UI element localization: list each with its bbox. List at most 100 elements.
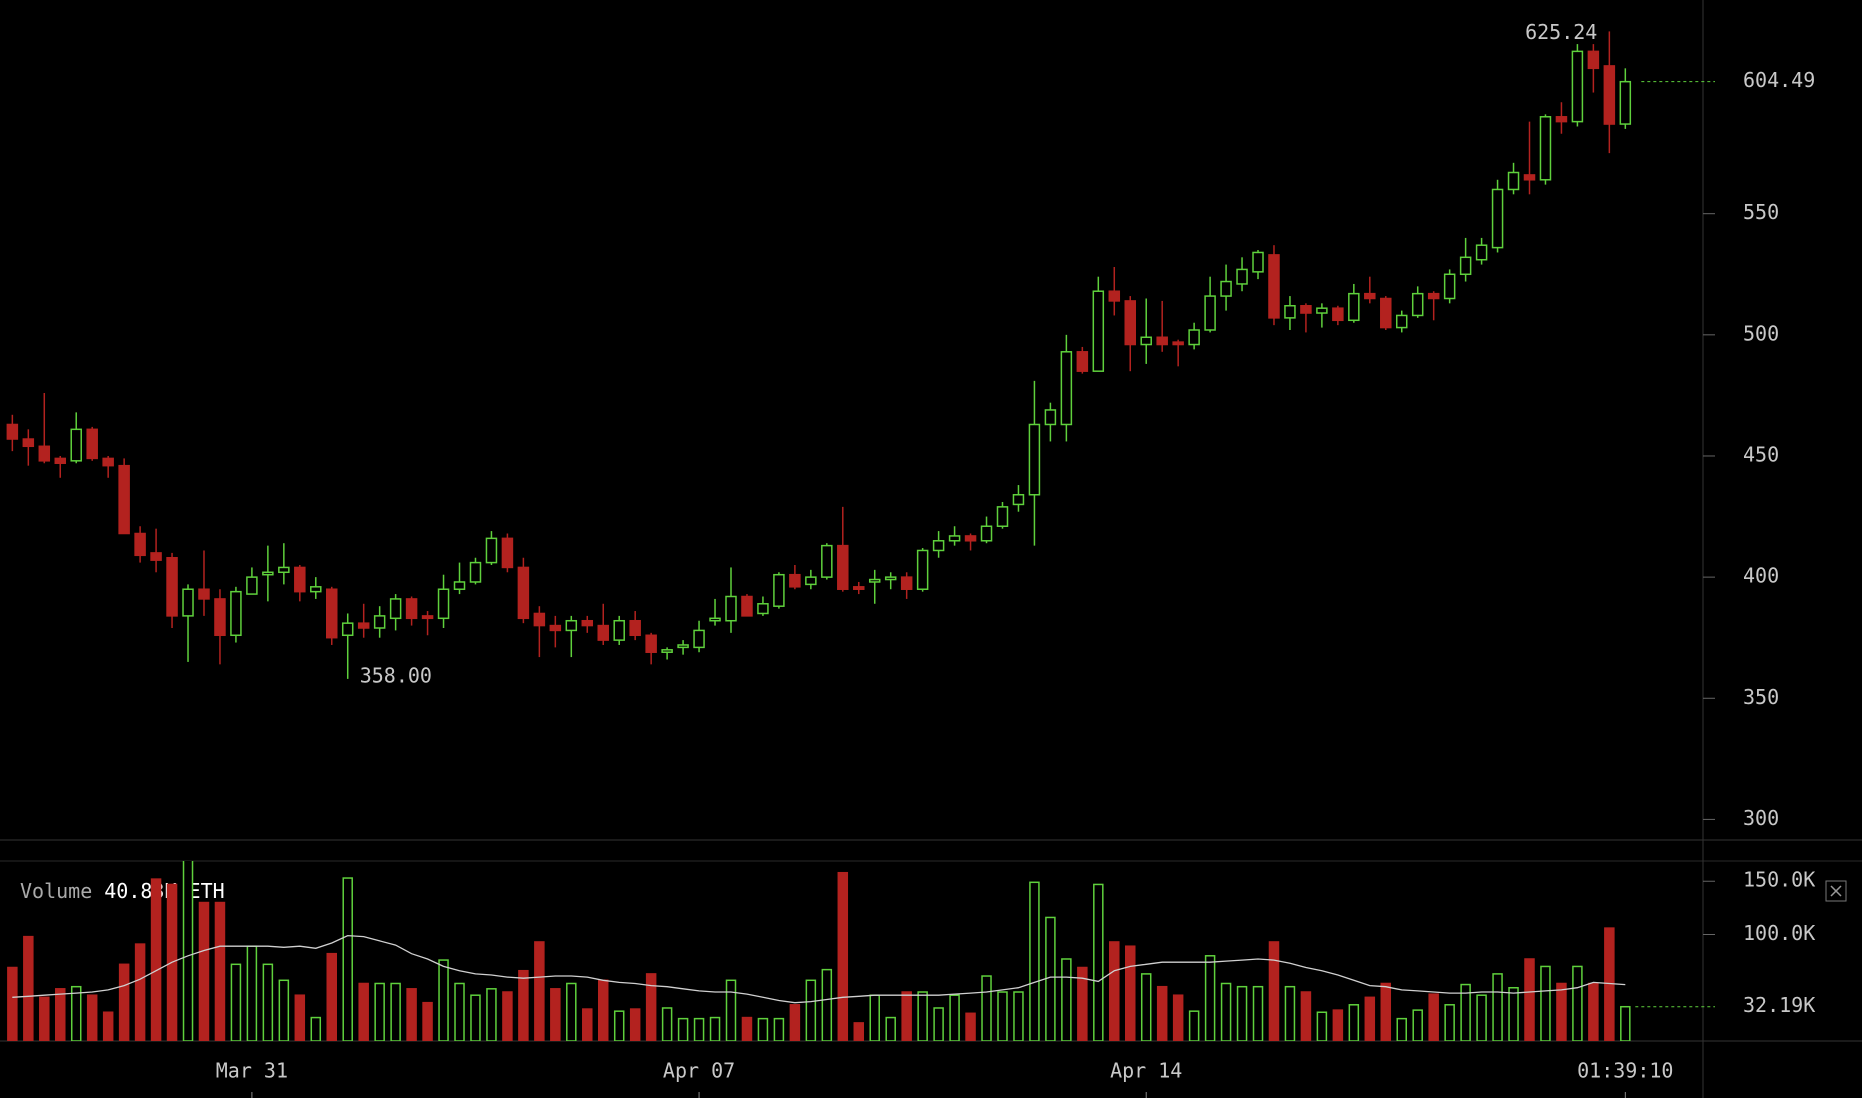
- candle-body: [1284, 305, 1296, 319]
- candle-body: [485, 537, 498, 564]
- volume-bar: [1252, 985, 1264, 1041]
- y-tick-label: 100.0K: [1743, 921, 1815, 945]
- volume-bar: [1444, 1004, 1455, 1041]
- candle-body: [1172, 341, 1184, 346]
- close-icon[interactable]: [1830, 885, 1842, 897]
- volume-bar: [486, 988, 497, 1041]
- candle-body: [389, 598, 402, 620]
- volume-bar: [7, 966, 18, 1041]
- candle-body: [294, 566, 306, 593]
- candle-body: [118, 464, 130, 535]
- candle-body: [134, 532, 146, 557]
- volume-bar: [789, 1004, 801, 1041]
- volume-bar: [70, 985, 82, 1041]
- candle-body: [837, 544, 849, 590]
- volume-bar: [214, 901, 226, 1041]
- candle-body: [1507, 171, 1520, 191]
- volume-bar: [1380, 982, 1392, 1041]
- candle-body: [1459, 256, 1472, 276]
- candle-body: [1204, 295, 1216, 331]
- candle-body: [501, 537, 514, 569]
- candle-body: [629, 619, 641, 637]
- candle-body: [1060, 351, 1073, 426]
- volume-bar: [677, 1017, 689, 1041]
- candle-body: [900, 576, 913, 590]
- y-tick-label: 300: [1743, 806, 1779, 830]
- candle-body: [230, 590, 242, 637]
- volume-bar: [1572, 965, 1583, 1041]
- candle-body: [821, 544, 833, 578]
- volume-bar: [917, 991, 928, 1041]
- volume-bar: [1093, 883, 1104, 1041]
- candle-body: [1236, 268, 1248, 285]
- volume-bar: [1604, 927, 1615, 1041]
- volume-bar: [118, 963, 130, 1041]
- candle-body: [709, 617, 721, 622]
- candle-body: [1012, 493, 1025, 506]
- candle-body: [661, 649, 673, 653]
- volume-bar: [1364, 996, 1376, 1041]
- volume-bar: [1524, 958, 1535, 1041]
- volume-bar: [39, 996, 50, 1041]
- volume-bar: [342, 877, 353, 1041]
- candle-body: [533, 612, 546, 627]
- volume-bar: [518, 969, 529, 1041]
- volume-bar: [1620, 1005, 1631, 1041]
- candle-body: [1555, 116, 1568, 123]
- volume-bar: [358, 982, 369, 1041]
- candle-body: [453, 581, 466, 590]
- candle-body: [22, 438, 35, 448]
- volume-bar: [741, 1016, 753, 1041]
- volume-bar: [198, 901, 210, 1041]
- candle-body: [741, 595, 753, 617]
- candle-body: [645, 634, 657, 653]
- candle-body: [6, 423, 19, 440]
- candle-body: [1156, 336, 1168, 346]
- candle-body: [884, 576, 897, 581]
- candle-body: [1364, 292, 1376, 300]
- close-button[interactable]: [1825, 880, 1847, 902]
- volume-bar: [1045, 916, 1056, 1041]
- candle-body: [1380, 297, 1392, 329]
- candle-body: [1603, 65, 1616, 125]
- volume-bar: [326, 952, 337, 1041]
- candle-body: [437, 588, 450, 620]
- volume-bar: [1172, 994, 1184, 1041]
- candle-body: [357, 622, 370, 629]
- candle-body: [326, 588, 338, 639]
- volume-bar: [885, 1016, 896, 1041]
- volume-bar: [294, 994, 306, 1041]
- y-tick-label: 450: [1743, 442, 1779, 466]
- volume-title: Volume: [20, 879, 92, 903]
- volume-bar: [1492, 973, 1503, 1041]
- close-box[interactable]: [1825, 880, 1847, 902]
- volume-bar: [997, 991, 1008, 1041]
- volume-bar: [454, 982, 465, 1041]
- y-tick-label: 150.0K: [1743, 868, 1815, 892]
- candle-body: [1587, 50, 1600, 70]
- candle-body: [310, 586, 322, 593]
- volume-bar: [1316, 1011, 1328, 1041]
- volume-bar: [933, 1007, 944, 1041]
- volume-bar: [1188, 1010, 1200, 1041]
- volume-bar: [438, 959, 449, 1041]
- candle-body: [773, 573, 785, 607]
- candle-body: [1076, 351, 1089, 372]
- candle-body: [693, 629, 705, 649]
- candle-body: [405, 598, 418, 620]
- candle-body: [565, 619, 578, 632]
- volume-bar: [773, 1017, 785, 1041]
- volume-bar: [613, 1010, 625, 1041]
- candle-body: [86, 428, 98, 460]
- volume-bar: [1061, 958, 1072, 1041]
- candle-body: [1475, 244, 1488, 261]
- volume-value: 40.83K ETH: [104, 879, 224, 903]
- volume-bar: [805, 979, 817, 1041]
- candle-body: [373, 615, 386, 629]
- volume-bar: [55, 988, 66, 1041]
- candle-body: [868, 578, 881, 583]
- candle-body: [1571, 50, 1584, 123]
- candle-body: [246, 576, 258, 595]
